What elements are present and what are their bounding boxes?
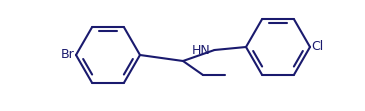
Text: Br: Br (61, 49, 75, 61)
Text: HN: HN (192, 44, 211, 56)
Text: Cl: Cl (311, 41, 323, 54)
